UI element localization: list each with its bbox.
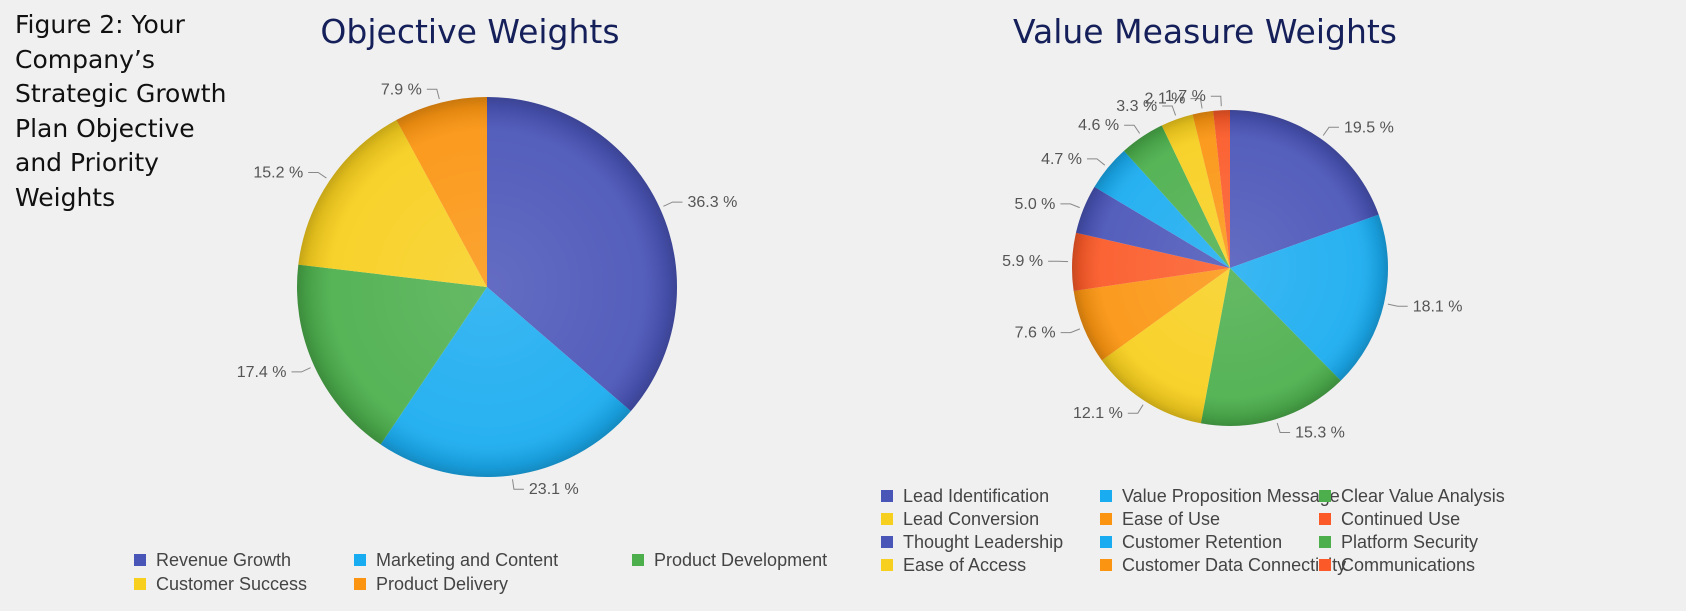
legend-swatch xyxy=(632,554,644,566)
leader-line xyxy=(663,201,683,207)
legend-label: Thought Leadership xyxy=(903,532,1064,552)
data-label-customer-success: 15.2 % xyxy=(253,165,303,182)
data-label-customer-data-connectivity: 2.1 % xyxy=(1144,91,1185,108)
value-measure-weights-title: Value Measure Weights xyxy=(1012,12,1397,51)
data-label-thought-leadership: 5.0 % xyxy=(1014,196,1055,213)
legend-swatch xyxy=(1100,490,1112,502)
legend-swatch xyxy=(881,513,893,525)
objective-weights-pie: 36.3 % 23.1 % 17.4 % 15.2 % 7.9 % xyxy=(237,81,738,498)
pie-shading xyxy=(297,97,677,477)
data-label-platform-security: 4.6 % xyxy=(1078,117,1119,134)
data-label-continued-use: 5.9 % xyxy=(1002,253,1043,270)
legend-swatch xyxy=(354,554,366,566)
data-label-product-development: 17.4 % xyxy=(237,364,287,381)
leader-line xyxy=(308,172,327,179)
data-label-customer-retention: 4.7 % xyxy=(1041,151,1082,168)
legend-swatch xyxy=(881,559,893,571)
legend-label: Revenue Growth xyxy=(156,550,292,570)
legend-label: Clear Value Analysis xyxy=(1341,486,1505,506)
leader-line xyxy=(1322,126,1339,136)
legend-label: Ease of Use xyxy=(1122,509,1221,529)
legend-label: Product Development xyxy=(654,550,828,570)
legend-swatch xyxy=(354,578,366,590)
objective-weights-title: Objective Weights xyxy=(320,12,620,51)
data-label-ease-of-use: 7.6 % xyxy=(1015,325,1056,342)
value-measure-weights-pie: 19.5 % 18.1 % 15.3 % 12.1 % 7.6 % 5.9 % 5.0 % 4… xyxy=(1002,88,1462,441)
legend-label: Ease of Access xyxy=(903,555,1027,575)
leader-line xyxy=(1060,328,1081,334)
legend-swatch xyxy=(881,536,893,548)
legend-label: Lead Identification xyxy=(903,486,1050,506)
data-label-value-proposition-message: 18.1 % xyxy=(1413,298,1463,315)
legend-swatch xyxy=(1100,559,1112,571)
data-label-revenue-growth: 36.3 % xyxy=(688,194,738,211)
figure-caption: Figure 2: Your Company’s Strategic Growt… xyxy=(15,10,227,212)
data-label-clear-value-analysis: 15.3 % xyxy=(1295,425,1345,442)
leader-line xyxy=(1087,158,1106,166)
legend-label: Product Delivery xyxy=(376,574,509,594)
data-label-lead-identification: 19.5 % xyxy=(1344,119,1394,136)
legend-swatch xyxy=(1319,513,1331,525)
legend-label: Value Proposition Message xyxy=(1122,486,1340,506)
legend-swatch xyxy=(1319,490,1331,502)
legend-label: Customer Success xyxy=(156,574,308,594)
leader-line xyxy=(1276,422,1291,433)
legend-swatch xyxy=(134,554,146,566)
leader-line xyxy=(1162,105,1177,116)
data-label-lead-conversion: 12.1 % xyxy=(1073,405,1123,422)
legend-label: Platform Security xyxy=(1341,532,1479,552)
legend-label: Lead Conversion xyxy=(903,509,1040,529)
leader-line xyxy=(1210,95,1222,107)
legend-label: Communications xyxy=(1341,555,1476,575)
legend-label: Continued Use xyxy=(1341,509,1461,529)
leader-line xyxy=(291,367,311,373)
pie-shading xyxy=(1072,110,1388,426)
data-label-ease-of-access: 3.3 % xyxy=(1116,98,1157,115)
data-label-communications: 1.7 % xyxy=(1165,88,1206,105)
leader-line xyxy=(1127,404,1144,414)
legend-swatch xyxy=(881,490,893,502)
legend-swatch xyxy=(134,578,146,590)
data-label-marketing-and-content: 23.1 % xyxy=(529,481,579,498)
leader-line xyxy=(426,88,440,100)
legend-swatch xyxy=(1319,536,1331,548)
legend-label: Customer Data Connectivity xyxy=(1122,555,1347,575)
legend-label: Marketing and Content xyxy=(376,550,559,570)
leader-line xyxy=(1124,124,1141,134)
legend-label: Customer Retention xyxy=(1122,532,1283,552)
legend-swatch xyxy=(1100,536,1112,548)
leader-line xyxy=(1387,303,1408,307)
leader-line xyxy=(512,479,524,490)
legend-swatch xyxy=(1100,513,1112,525)
legend-swatch xyxy=(1319,559,1331,571)
leader-line xyxy=(1190,98,1203,109)
leader-line xyxy=(1060,203,1080,209)
data-label-product-delivery: 7.9 % xyxy=(381,81,422,98)
